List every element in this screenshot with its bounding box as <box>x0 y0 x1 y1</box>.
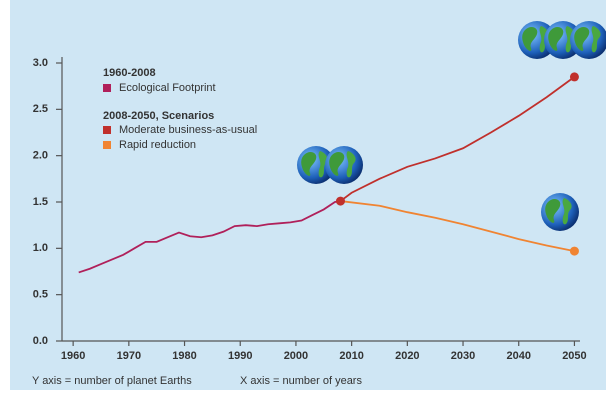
y-tick-label: 3.0 <box>33 57 48 69</box>
series-line <box>339 76 575 202</box>
background <box>10 0 606 390</box>
legend-label: Moderate business-as-usual <box>119 124 257 136</box>
legend-swatch <box>103 126 111 134</box>
footnote: X axis = number of years <box>240 375 362 387</box>
legend-heading: 2008-2050, Scenarios <box>103 110 214 122</box>
legend-label: Rapid reduction <box>119 139 196 151</box>
series-line <box>78 200 341 274</box>
end-point <box>569 246 579 256</box>
end-point <box>569 72 579 82</box>
y-tick-label: 0.0 <box>33 335 48 347</box>
x-tick-label: 1960 <box>61 350 85 362</box>
legend-label: Ecological Footprint <box>119 82 216 94</box>
footnote: Y axis = number of planet Earths <box>32 375 192 387</box>
x-tick-label: 2000 <box>284 350 308 362</box>
x-tick-label: 2030 <box>451 350 475 362</box>
x-tick-label: 1980 <box>172 350 196 362</box>
series-line <box>340 200 575 252</box>
y-tick-label: 1.0 <box>33 242 48 254</box>
legend-swatch <box>103 141 111 149</box>
y-tick-label: 1.5 <box>33 196 48 208</box>
y-tick-label: 2.0 <box>33 150 48 162</box>
x-tick-label: 2020 <box>395 350 419 362</box>
x-tick-label: 1970 <box>117 350 141 362</box>
x-tick-label: 1990 <box>228 350 252 362</box>
x-tick-label: 2050 <box>562 350 586 362</box>
y-tick-label: 0.5 <box>33 289 48 301</box>
legend-swatch <box>103 84 111 92</box>
legend-heading: 1960-2008 <box>103 67 156 79</box>
x-tick-label: 2040 <box>506 350 530 362</box>
y-tick-label: 2.5 <box>33 103 48 115</box>
end-point <box>335 196 345 206</box>
x-tick-label: 2010 <box>339 350 363 362</box>
